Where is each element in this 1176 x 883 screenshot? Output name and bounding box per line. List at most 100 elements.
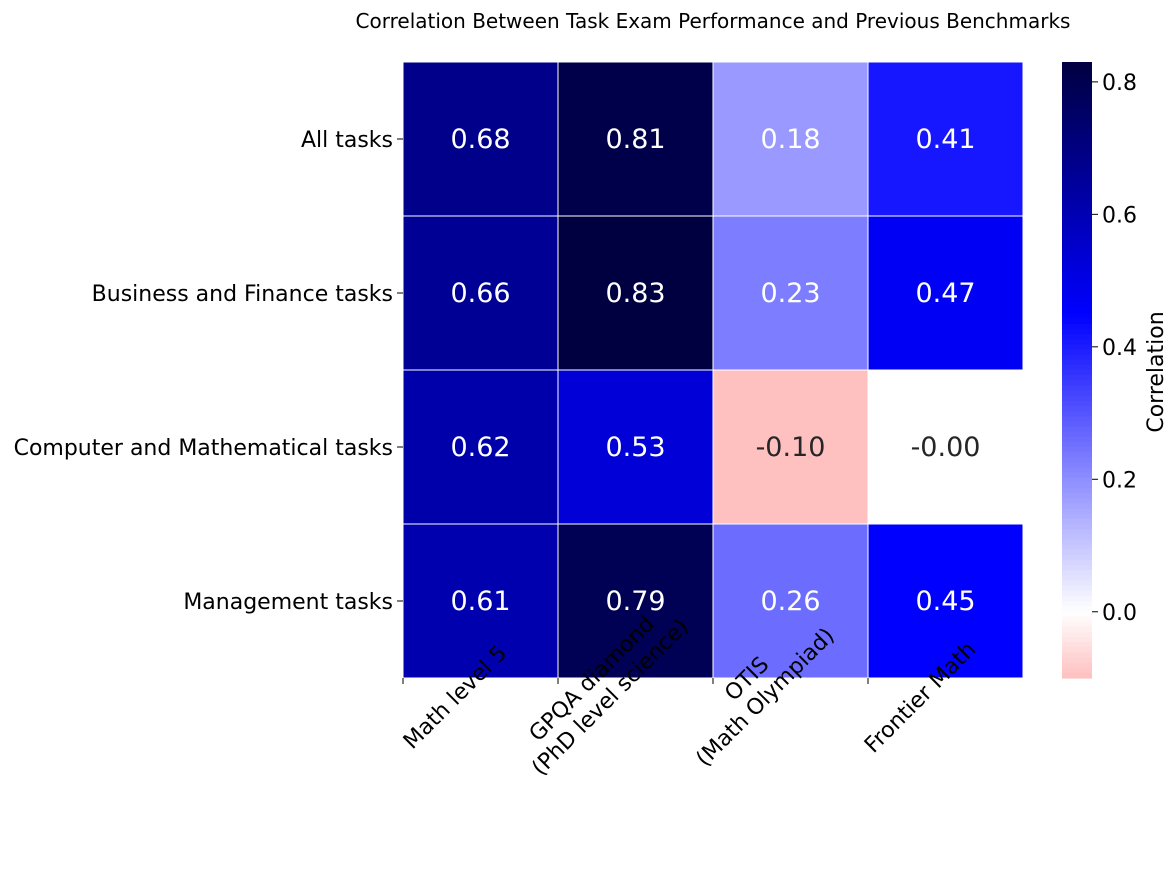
colorbar-segment <box>1062 123 1092 130</box>
colorbar-segment <box>1062 185 1092 191</box>
colorbar-segment <box>1062 303 1092 309</box>
colorbar-segment <box>1062 364 1092 371</box>
heatmap-cell-label: 0.81 <box>605 124 665 155</box>
colorbar-segment <box>1062 313 1092 320</box>
row-label: Computer and Mathematical tasks <box>14 436 393 461</box>
colorbar-segment <box>1062 508 1092 515</box>
colorbar-segment <box>1062 529 1092 535</box>
colorbar-segment <box>1062 390 1092 397</box>
colorbar-segment <box>1062 380 1092 386</box>
heatmap-cell <box>402 61 559 217</box>
colorbar-segment <box>1062 616 1092 623</box>
heatmap-cell <box>712 61 869 217</box>
colorbar-segment <box>1062 513 1092 520</box>
colorbar-segment <box>1062 118 1092 125</box>
heatmap-cell-label: 0.18 <box>760 124 820 155</box>
colorbar-segment <box>1062 323 1092 330</box>
heatmap-cell <box>402 523 559 679</box>
colorbar-segment <box>1062 154 1092 161</box>
colorbar-segment <box>1062 411 1092 417</box>
colorbar-segment <box>1062 344 1092 351</box>
colorbar-segment <box>1062 97 1092 104</box>
colorbar-segment <box>1062 462 1092 469</box>
colorbar-segment <box>1062 164 1092 171</box>
colorbar-segment <box>1062 565 1092 571</box>
colorbar-segment <box>1062 524 1092 530</box>
colorbar-segment <box>1062 277 1092 284</box>
colorbar-segment <box>1062 405 1092 412</box>
colorbar-segment <box>1062 518 1092 525</box>
heatmap-cell-label: 0.47 <box>915 278 975 309</box>
colorbar-segment <box>1062 447 1092 453</box>
heatmap-cell <box>557 369 714 525</box>
colorbar-segment <box>1062 210 1092 217</box>
colorbar-segment <box>1062 662 1092 669</box>
heatmap-cell <box>867 61 1024 217</box>
colorbar-segment <box>1062 328 1092 335</box>
heatmap-cell-label: 0.45 <box>915 586 975 617</box>
colorbar-segment <box>1062 452 1092 458</box>
colorbar-segment <box>1062 359 1092 366</box>
row-labels: All tasks Business and Finance tasks Compu… <box>14 128 403 615</box>
colorbar-segment <box>1062 180 1092 186</box>
colorbar-segment <box>1062 72 1092 78</box>
heatmap-cell-label: 0.53 <box>605 432 665 463</box>
colorbar-segment <box>1062 636 1092 643</box>
colorbar-segment <box>1062 92 1092 99</box>
colorbar-segment <box>1062 257 1092 263</box>
heatmap-cells <box>402 61 1024 679</box>
colorbar-segment <box>1062 236 1092 243</box>
colorbar-tick-label: 0.6 <box>1102 203 1137 228</box>
colorbar-segment <box>1062 354 1092 361</box>
heatmap-cell-label: 0.83 <box>605 278 665 309</box>
heatmap-cell <box>557 61 714 217</box>
colorbar-segment <box>1062 174 1092 181</box>
colorbar-segment <box>1062 267 1092 274</box>
colorbar-tick-label: 0.2 <box>1102 468 1137 493</box>
colorbar-segment <box>1062 87 1092 94</box>
colorbar-segment <box>1062 467 1092 474</box>
heatmap-cell <box>867 215 1024 371</box>
colorbar-segment <box>1062 282 1092 289</box>
colorbar-segment <box>1062 339 1092 345</box>
colorbar-segment <box>1062 113 1092 120</box>
colorbar-segment <box>1062 590 1092 597</box>
colorbar-segment <box>1062 539 1092 546</box>
colorbar-segment <box>1062 77 1092 84</box>
heatmap-cell-label: 0.23 <box>760 278 820 309</box>
colorbar-segment <box>1062 652 1092 659</box>
colorbar-segment <box>1062 549 1092 556</box>
heatmap-cell-label: 0.26 <box>760 586 820 617</box>
colorbar-segment <box>1062 318 1092 325</box>
heatmap-cell-label: 0.68 <box>450 124 510 155</box>
heatmap-cell-label: -0.00 <box>911 432 981 463</box>
colorbar-segment <box>1062 103 1092 109</box>
colorbar-segment <box>1062 139 1092 145</box>
colorbar-segment <box>1062 570 1092 576</box>
colorbar-segment <box>1062 441 1092 448</box>
colorbar-segment <box>1062 601 1092 607</box>
colorbar-segment <box>1062 611 1092 617</box>
heatmap-cell-label: -0.10 <box>756 432 826 463</box>
row-label: Business and Finance tasks <box>92 282 393 307</box>
chart-title: Correlation Between Task Exam Performanc… <box>356 9 1071 33</box>
colorbar-segment <box>1062 426 1092 433</box>
colorbar-segment <box>1062 385 1092 392</box>
colorbar-segment <box>1062 554 1092 561</box>
colorbar-segment <box>1062 298 1092 304</box>
colorbar-segment <box>1062 431 1092 438</box>
colorbar-segment <box>1062 216 1092 222</box>
colorbar-segment <box>1062 308 1092 315</box>
colorbar-tick-label: 0.8 <box>1102 71 1137 96</box>
colorbar-segment <box>1062 559 1092 566</box>
colorbar-segment <box>1062 585 1092 592</box>
colorbar-segment <box>1062 472 1092 479</box>
colorbar-segment <box>1062 631 1092 638</box>
row-label: Management tasks <box>183 590 393 615</box>
colorbar-segment <box>1062 67 1092 73</box>
colorbar-segment <box>1062 626 1092 633</box>
colorbar-segment <box>1062 190 1092 197</box>
colorbar-segment <box>1062 395 1092 402</box>
colorbar-segment <box>1062 672 1092 679</box>
